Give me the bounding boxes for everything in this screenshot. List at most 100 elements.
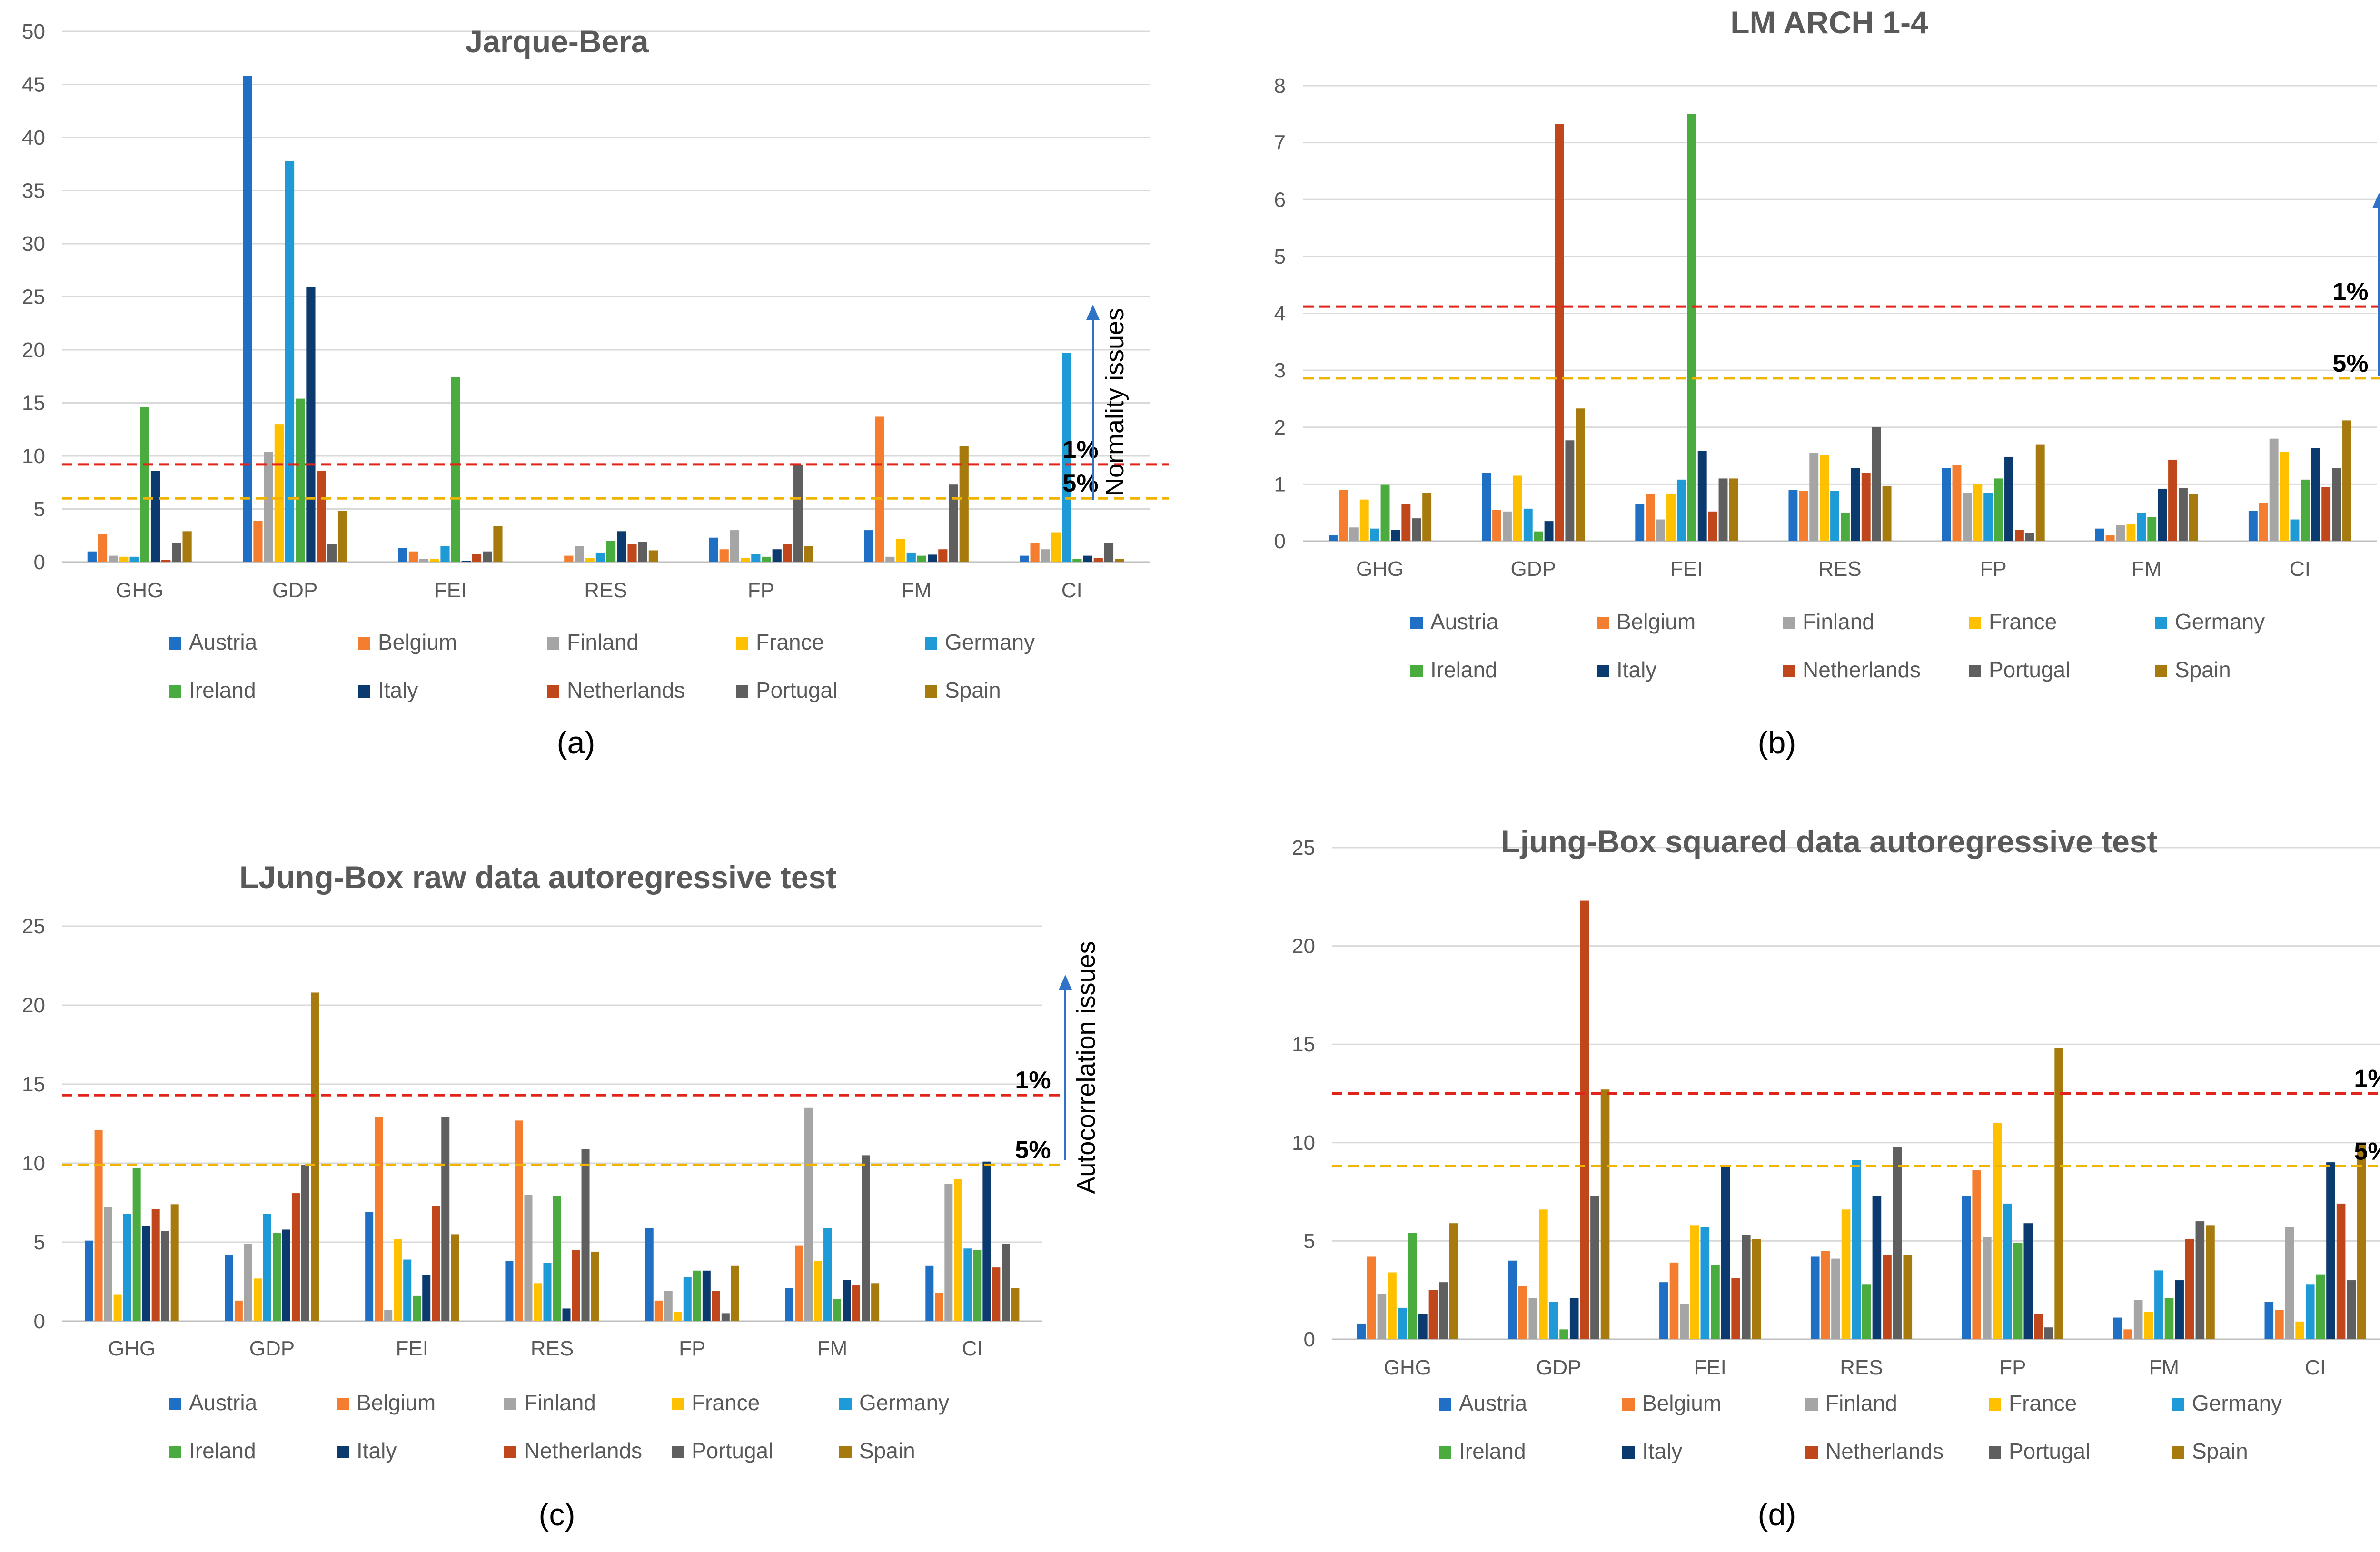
bar [1072, 559, 1082, 562]
x-tick-label: GHG [1356, 557, 1404, 581]
bar [2035, 444, 2045, 541]
x-tick-label: GHG [108, 1337, 156, 1360]
chart-title: LM ARCH 1-4 [1730, 5, 1928, 40]
panel-label: (b) [1758, 725, 1796, 760]
y-tick-label: 0 [34, 551, 45, 574]
bar [804, 1107, 813, 1321]
bar [1809, 453, 1819, 541]
y-tick-label: 5 [1304, 1229, 1315, 1253]
legend-swatch [504, 1398, 516, 1410]
y-tick-label: 10 [22, 1152, 45, 1175]
y-tick-label: 15 [1292, 1033, 1315, 1056]
y-tick-label: 6 [1274, 188, 1286, 211]
chart-title: LJung-Box raw data autoregressive test [239, 860, 836, 895]
legend-label: Finland [567, 630, 639, 654]
bar [132, 1167, 141, 1321]
legend-label: Belgium [1642, 1391, 1721, 1415]
bar [1528, 1298, 1538, 1339]
bar [1994, 478, 2003, 541]
bar [1492, 510, 1501, 541]
legend-swatch [1969, 617, 1981, 629]
bar [2301, 479, 2310, 541]
bar [264, 452, 273, 562]
bar [306, 287, 316, 562]
bar [243, 76, 252, 562]
bar [654, 1300, 663, 1321]
bar [1569, 1298, 1579, 1339]
x-tick-label: FM [902, 579, 932, 602]
x-tick-label: FEI [396, 1337, 428, 1360]
legend-label: Portugal [1989, 657, 2070, 682]
bar [963, 1248, 972, 1321]
bar [172, 543, 181, 562]
chart-svg: 0 5 10 15 20 25 30 35 40 45 50 Jarque-Bera GHG GDP FEI… [22, 20, 1169, 760]
bar [1412, 518, 1421, 541]
bar [954, 1179, 962, 1321]
bar [683, 1277, 692, 1321]
bar [2305, 1284, 2315, 1339]
bar [1962, 1196, 1971, 1339]
bar [182, 531, 192, 562]
bar [2316, 1274, 2325, 1339]
x-tick-label: FEI [1670, 557, 1703, 581]
bar [1449, 1223, 1458, 1339]
bar [730, 530, 740, 562]
x-tick-label: FM [2149, 1356, 2179, 1379]
bar [1810, 1256, 1820, 1339]
bar [244, 1244, 252, 1321]
bar [1731, 1278, 1740, 1339]
bar [1666, 494, 1676, 541]
bar [2326, 1162, 2335, 1339]
bar [1741, 1235, 1751, 1339]
bar [1339, 490, 1348, 541]
x-tick-label: GDP [249, 1337, 295, 1360]
bar [1020, 555, 1029, 562]
bar [1357, 1323, 1366, 1339]
legend-label: France [2009, 1391, 2077, 1415]
bar [1534, 531, 1543, 541]
bar [422, 1275, 431, 1321]
threshold-label: 5% [1015, 1136, 1051, 1164]
bar [301, 1165, 309, 1321]
y-tick-label: 7 [1274, 131, 1286, 155]
legend-swatch [1783, 665, 1795, 677]
legend-swatch [1410, 665, 1423, 677]
legend-label: Spain [859, 1438, 915, 1463]
bar [1820, 455, 1829, 541]
threshold-label: 1% [2332, 278, 2368, 306]
bar [2123, 1329, 2132, 1339]
bar [104, 1207, 112, 1321]
x-tick-label: FM [817, 1337, 848, 1360]
bar [1565, 440, 1575, 541]
bar [394, 1239, 402, 1321]
legend-swatch [1439, 1446, 1451, 1459]
legend-label: Italy [1616, 657, 1656, 682]
y-tick-label: 20 [1292, 935, 1315, 958]
legend-label: Italy [357, 1438, 397, 1463]
bar [1883, 1255, 1892, 1339]
x-tick-label: CI [2305, 1356, 2326, 1379]
bar [1729, 478, 1738, 541]
legend-label: Germany [945, 630, 1035, 654]
bar [253, 1278, 262, 1321]
bar [505, 1261, 514, 1321]
bar [1002, 1244, 1010, 1321]
bar [2144, 1312, 2153, 1339]
bar [1752, 1239, 1761, 1339]
bar [2206, 1225, 2215, 1339]
legend-label: Portugal [756, 678, 837, 702]
legend-swatch [1622, 1446, 1635, 1459]
bar [638, 542, 647, 562]
bar [1882, 485, 1892, 541]
chart-panel-b: 0 1 2 3 4 5 6 7 8 LM ARCH 1-4 GHG GDP FEI RES FP FM CI 1%… [1215, 0, 2380, 775]
bar [1687, 114, 1696, 541]
bar [2347, 1280, 2356, 1339]
bar [783, 544, 793, 562]
panel-label: (c) [539, 1497, 575, 1532]
bar [1418, 1314, 1428, 1339]
bar [1104, 543, 1114, 562]
x-tick-label: FP [679, 1337, 705, 1360]
bar [645, 1228, 654, 1321]
bar [493, 526, 503, 562]
legend-label: Portugal [692, 1438, 773, 1463]
